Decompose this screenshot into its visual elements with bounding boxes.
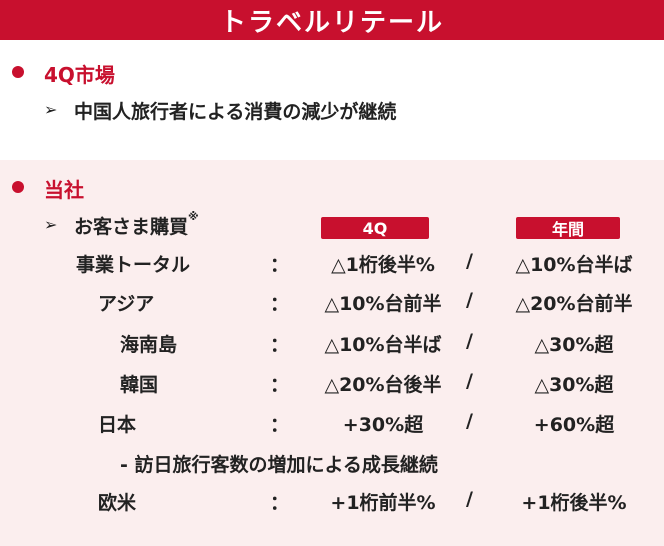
row-label: 海南島 — [120, 334, 178, 356]
row-colon: ： — [270, 254, 290, 276]
row-value-4q: +30%超 — [342, 414, 424, 436]
purchase-subhead: お客さま購買※ — [74, 210, 199, 239]
arrow-right-icon: ➢ — [44, 215, 58, 234]
row-value-4q: △1桁後半% — [331, 254, 435, 276]
page-title-bar: トラベルリテール — [0, 0, 664, 40]
row-label: 事業トータル — [76, 254, 191, 276]
row-value-4q: △10%台前半 — [324, 293, 442, 315]
market-panel — [0, 40, 664, 148]
page-title: トラベルリテール — [219, 7, 444, 38]
row-slash: / — [466, 488, 473, 510]
purchase-subhead-label: お客さま購買 — [74, 216, 189, 238]
market-section-title: 4Q市場 — [44, 63, 115, 87]
table-row: 日本 ： +30%超 / +60%超 — [0, 410, 664, 440]
row-slash: / — [466, 250, 473, 272]
market-point: 中国人旅行者による消費の減少が継続 — [74, 101, 397, 123]
table-row: 海南島 ： △10%台半ば / △30%超 — [0, 330, 664, 360]
row-colon: ： — [270, 334, 290, 356]
row-label: 韓国 — [120, 374, 159, 396]
row-label: アジア — [98, 293, 155, 315]
row-value-year: +60%超 — [533, 414, 615, 436]
row-label: 欧米 — [98, 492, 137, 514]
row-value-4q: △10%台半ば — [324, 334, 442, 356]
table-row: 韓国 ： △20%台後半 / △30%超 — [0, 370, 664, 400]
table-row: 欧米 ： +1桁前半% / +1桁後半% — [0, 488, 664, 518]
row-value-year: △30%超 — [534, 334, 614, 356]
row-colon: ： — [270, 374, 290, 396]
arrow-right-icon: ➢ — [44, 100, 58, 119]
column-header-4q: 4Q — [321, 217, 429, 239]
row-value-4q: +1桁前半% — [330, 492, 436, 514]
company-section-title: 当社 — [44, 178, 84, 202]
row-label: 日本 — [98, 414, 137, 436]
bullet-dot-icon — [12, 181, 24, 193]
table-row: アジア ： △10%台前半 / △20%台前半 — [0, 289, 664, 319]
row-colon: ： — [270, 492, 290, 514]
row-slash: / — [466, 289, 473, 311]
table-row: 事業トータル ： △1桁後半% / △10%台半ば — [0, 250, 664, 280]
bullet-dot-icon — [12, 66, 24, 78]
row-value-4q: △20%台後半 — [324, 374, 442, 396]
column-header-year: 年間 — [516, 217, 620, 239]
row-value-year: △20%台前半 — [515, 293, 633, 315]
row-value-year: +1桁後半% — [521, 492, 627, 514]
japan-note: - 訪日旅行客数の増加による成長継続 — [120, 454, 438, 476]
row-slash: / — [466, 370, 473, 392]
row-colon: ： — [270, 293, 290, 315]
row-value-year: △10%台半ば — [515, 254, 633, 276]
row-slash: / — [466, 330, 473, 352]
row-value-year: △30%超 — [534, 374, 614, 396]
note-mark: ※ — [188, 210, 199, 223]
row-slash: / — [466, 410, 473, 432]
row-colon: ： — [270, 414, 290, 436]
